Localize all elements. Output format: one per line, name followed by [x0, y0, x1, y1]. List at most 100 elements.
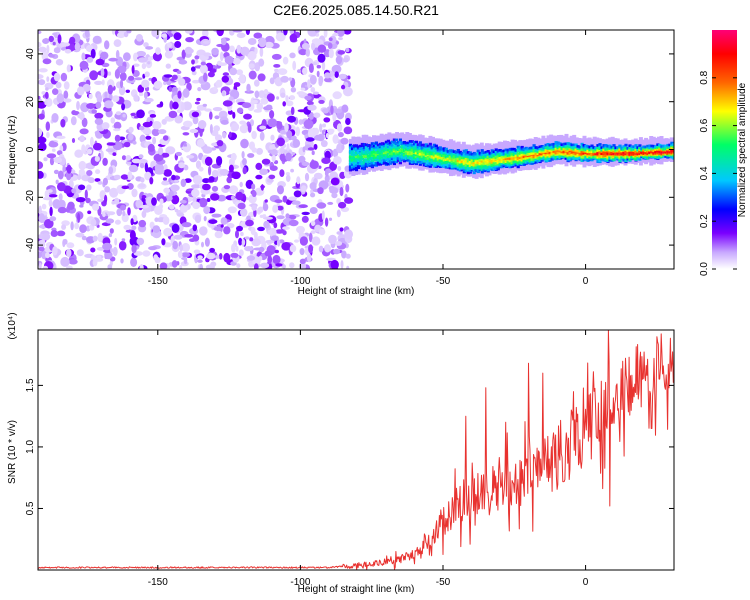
noise-cell: [103, 249, 113, 254]
x-tick-label: 0: [583, 276, 589, 287]
signal-cell: [358, 162, 363, 165]
noise-cell: [57, 170, 64, 180]
noise-cell: [159, 262, 168, 269]
noise-cell: [215, 255, 220, 259]
signal-cell: [654, 145, 658, 148]
signal-cell: [528, 161, 532, 165]
noise-cell: [141, 195, 147, 199]
noise-cell: [265, 104, 273, 110]
signal-cell: [566, 158, 570, 161]
noise-cell: [104, 186, 111, 193]
noise-cell: [113, 174, 121, 180]
x-tick-label: 0: [583, 577, 589, 588]
signal-cell: [544, 146, 548, 149]
signal-cell: [478, 162, 482, 166]
noise-cell: [213, 86, 218, 92]
signal-cell: [378, 149, 382, 152]
noise-cell: [298, 204, 308, 209]
noise-cell: [199, 64, 208, 74]
noise-cell: [184, 46, 193, 55]
noise-cell: [123, 52, 131, 62]
noise-cell: [236, 225, 243, 232]
signal-cell: [352, 148, 357, 152]
signal-cell: [418, 146, 422, 150]
noise-cell: [38, 68, 48, 73]
noise-cell: [171, 74, 178, 81]
noise-cell: [317, 53, 326, 63]
noise-cell: [335, 55, 343, 65]
signal-cell: [556, 155, 560, 159]
signal-cell: [394, 160, 398, 163]
noise-cell: [313, 134, 324, 141]
noise-cell: [231, 171, 241, 180]
signal-cell: [482, 155, 486, 158]
signal-cell: [496, 162, 500, 166]
signal-cell: [510, 147, 514, 151]
noise-cell: [114, 197, 120, 205]
signal-cell: [450, 149, 454, 152]
noise-cell: [213, 226, 222, 231]
noise-cell: [138, 92, 144, 97]
signal-cell: [548, 151, 552, 155]
noise-cell: [285, 174, 291, 182]
signal-cell: [672, 149, 674, 152]
noise-cell: [171, 223, 180, 233]
signal-cell: [472, 151, 476, 155]
signal-cell: [652, 149, 656, 152]
noise-cell: [139, 162, 145, 169]
noise-cell: [38, 161, 44, 170]
signal-cell: [596, 152, 600, 155]
noise-cell: [107, 71, 112, 76]
noise-cell: [184, 178, 192, 184]
signal-cell: [450, 161, 454, 164]
signal-cell: [566, 152, 570, 155]
noise-cell: [263, 216, 273, 220]
signal-cell: [436, 146, 440, 150]
noise-cell: [67, 201, 75, 210]
signal-cell: [378, 145, 382, 149]
signal-cell: [490, 161, 494, 164]
noise-cell: [219, 51, 224, 62]
signal-cell: [432, 152, 436, 155]
signal-cell: [440, 147, 444, 151]
noise-cell: [276, 239, 281, 247]
signal-cell: [452, 155, 456, 158]
signal-cell: [428, 158, 432, 161]
signal-cell: [434, 163, 438, 167]
signal-cell: [428, 155, 432, 158]
signal-cell: [468, 156, 472, 159]
signal-cell: [380, 144, 384, 148]
noise-cell: [296, 91, 306, 96]
noise-cell: [130, 257, 138, 267]
signal-cell: [416, 154, 420, 158]
signal-cell: [532, 149, 536, 153]
noise-cell: [306, 253, 312, 263]
signal-cell: [616, 152, 620, 155]
signal-cell: [464, 155, 468, 158]
signal-cell: [354, 161, 359, 165]
signal-cell: [430, 148, 434, 152]
signal-cell: [360, 157, 364, 161]
signal-cell: [372, 150, 376, 154]
noise-cell: [209, 111, 213, 120]
noise-cell: [174, 179, 179, 183]
signal-cell: [384, 146, 388, 150]
signal-cell: [590, 147, 594, 150]
signal-cell: [556, 144, 560, 147]
signal-cell: [576, 157, 580, 160]
signal-cell: [530, 158, 534, 161]
signal-cell: [366, 163, 370, 166]
noise-cell: [133, 94, 139, 102]
noise-cell: [131, 65, 135, 74]
signal-cell: [606, 155, 610, 159]
noise-cell: [256, 102, 264, 111]
noise-cell: [90, 136, 94, 147]
noise-cell: [139, 134, 146, 143]
signal-cell: [386, 162, 390, 166]
signal-cell: [494, 161, 498, 164]
signal-cell: [468, 152, 472, 156]
signal-cell: [506, 157, 510, 160]
signal-cell: [542, 156, 546, 160]
noise-cell: [177, 212, 185, 217]
